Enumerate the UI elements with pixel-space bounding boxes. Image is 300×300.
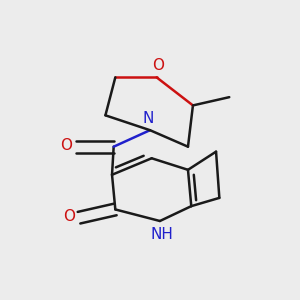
Text: O: O	[63, 208, 75, 224]
Text: O: O	[60, 137, 72, 152]
Text: NH: NH	[150, 227, 173, 242]
Text: O: O	[152, 58, 164, 73]
Text: N: N	[143, 111, 154, 126]
